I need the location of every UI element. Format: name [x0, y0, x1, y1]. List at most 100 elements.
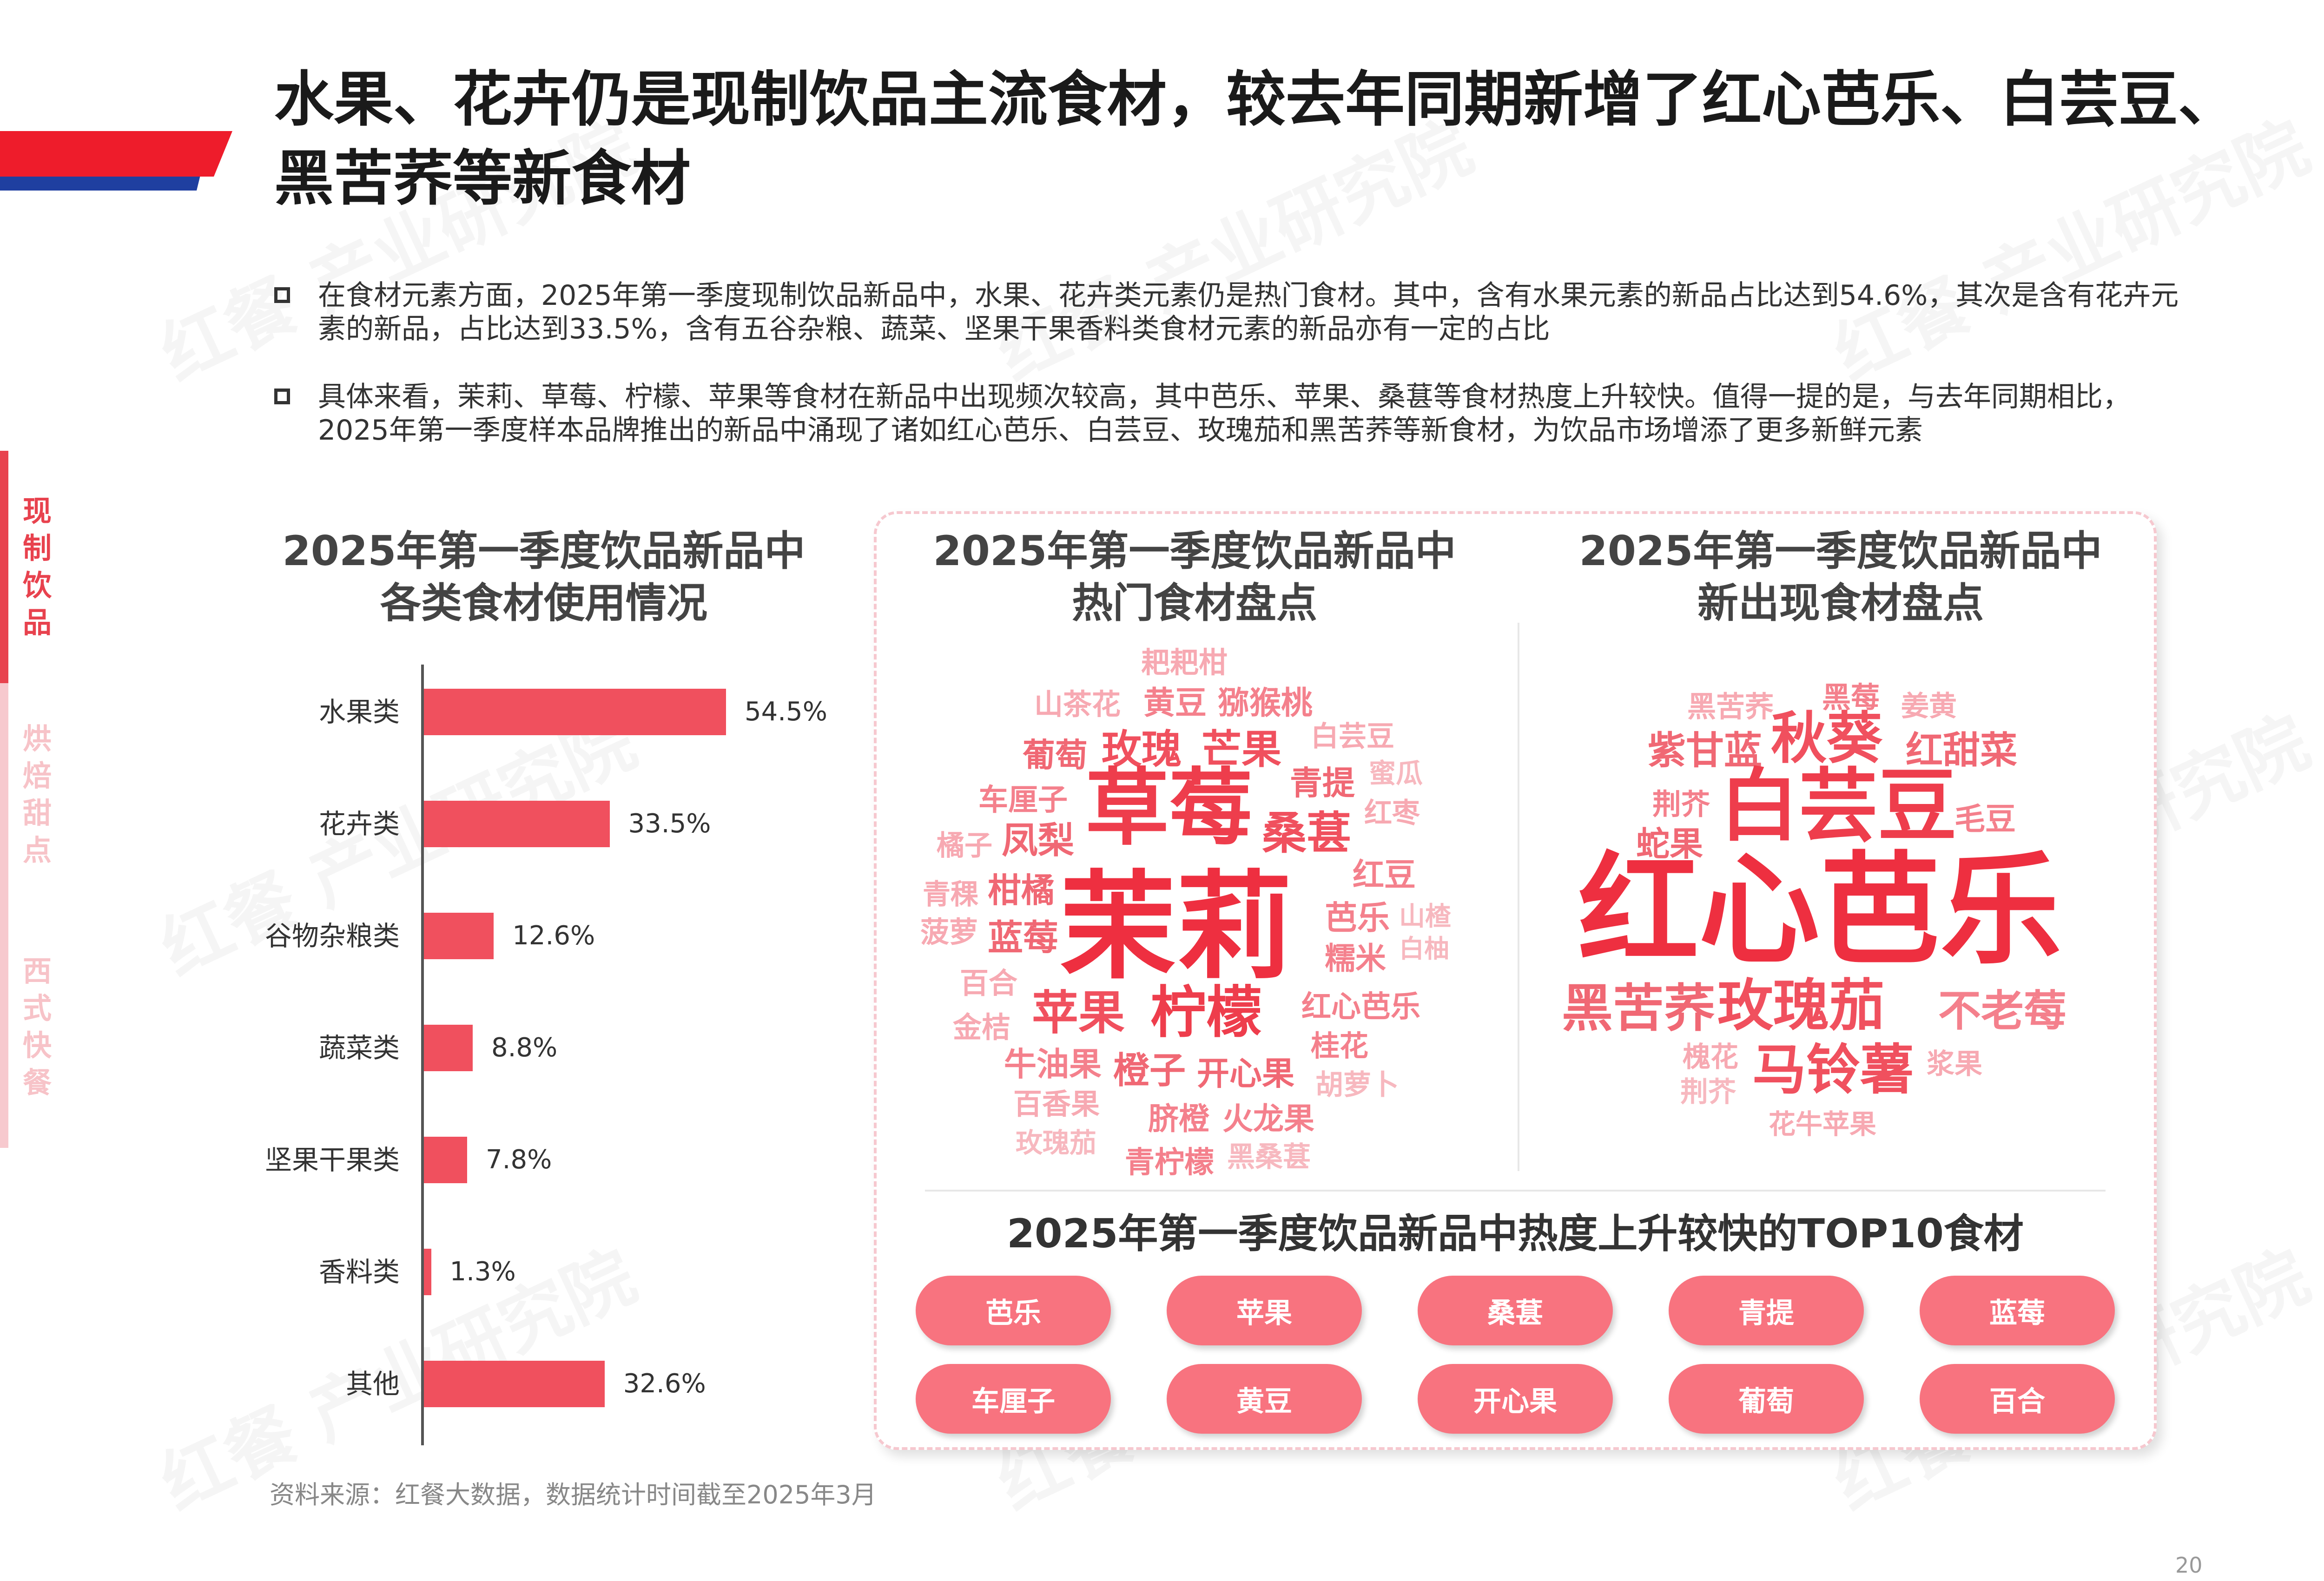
top10-pill: 百合 [1920, 1364, 2115, 1434]
cloud-word: 青柠檬 [1125, 1146, 1214, 1180]
cloud-word: 桂花 [1311, 1029, 1369, 1063]
cloud-word: 姜黄 [1901, 690, 1957, 723]
bar [424, 801, 610, 847]
bar-value-label: 8.8% [491, 1033, 558, 1063]
cloud-word: 荆芥 [1680, 1076, 1736, 1108]
nav-bar-inactive [0, 683, 8, 1148]
source-note: 资料来源：红餐大数据，数据统计时间截至2025年3月 [270, 1480, 877, 1509]
new-title-line2: 新出现食材盘点 [1697, 579, 1984, 627]
bar [424, 1137, 468, 1183]
square-bullet-icon [274, 389, 290, 404]
cloud-word: 芒果 [1202, 726, 1281, 773]
square-bullet-icon [274, 287, 290, 303]
bar-chart-title-line1: 2025年第一季度饮品新品中 [282, 527, 805, 575]
cloud-word: 蓝莓 [988, 917, 1058, 958]
cloud-word: 白柚 [1399, 934, 1449, 963]
nav-item-drinks[interactable]: 现制饮品 [22, 494, 52, 639]
top10-pill: 黄豆 [1167, 1364, 1362, 1434]
cloud-word: 百合 [960, 966, 1018, 1000]
cloud-word: 马铃薯 [1752, 1039, 1914, 1101]
cloud-word: 百香果 [1013, 1087, 1100, 1121]
cloud-word: 玫瑰茄 [1717, 974, 1885, 1038]
cloud-word: 黄豆 [1143, 685, 1207, 722]
cloud-word: 车厘子 [978, 783, 1068, 817]
cloud-word: 苹果 [1032, 986, 1125, 1040]
top10-pill: 车厘子 [916, 1364, 1111, 1434]
top10-pill: 桑葚 [1418, 1276, 1613, 1345]
cloud-word: 凤梨 [1002, 820, 1075, 862]
cloud-word: 红心芭乐 [1301, 990, 1420, 1024]
cloud-word: 胡萝卜 [1315, 1069, 1399, 1101]
cloud-word: 耙耙柑 [1141, 646, 1228, 679]
cloud-word: 蛇果 [1636, 824, 1703, 863]
cloud-word: 糯米 [1325, 941, 1386, 976]
bar [424, 1361, 605, 1407]
bar-category-label: 坚果干果类 [264, 1144, 400, 1176]
bar-category-label: 花卉类 [318, 808, 400, 840]
bar-category-label: 蔬菜类 [318, 1032, 400, 1064]
cloud-word: 红豆 [1353, 857, 1416, 894]
cloud-word: 柠檬 [1150, 981, 1262, 1045]
bar-category-label: 水果类 [318, 696, 400, 728]
card-divider-horizontal [925, 1190, 2106, 1192]
cloud-word: 蜜瓜 [1369, 758, 1423, 789]
page-title: 水果、花卉仍是现制饮品主流食材，较去年同期新增了红心芭乐、白芸豆、黑苦荞等新食材 [274, 65, 2238, 213]
bar-value-label: 7.8% [486, 1145, 552, 1175]
cloud-word: 玫瑰茄 [1016, 1127, 1097, 1159]
nav-bar-active [0, 451, 8, 683]
bar-value-label: 1.3% [449, 1257, 516, 1287]
cloud-word: 柑橘 [988, 871, 1055, 910]
cloud-word: 山楂 [1399, 902, 1451, 932]
top10-title: 2025年第一季度饮品新品中热度上升较快的TOP10食材 [1007, 1211, 2024, 1257]
cloud-word: 芭乐 [1325, 899, 1390, 937]
nav-item-fastfood[interactable]: 西式快餐 [22, 954, 52, 1100]
cloud-word: 荆芥 [1652, 787, 1710, 821]
bar-chart-title-line2: 各类食材使用情况 [380, 579, 707, 627]
cloud-word: 青稞 [923, 878, 978, 911]
top10-pill: 苹果 [1167, 1276, 1362, 1345]
page-number: 20 [2175, 1553, 2203, 1578]
cloud-word: 黑苦荞 [1562, 979, 1715, 1038]
cloud-word: 黑莓 [1822, 680, 1880, 714]
top10-pill: 葡萄 [1669, 1364, 1864, 1434]
cloud-word: 火龙果 [1222, 1101, 1314, 1137]
bullet-text: 具体来看，茉莉、草莓、柠檬、苹果等食材在新品中出现频次较高，其中芭乐、苹果、桑葚… [318, 381, 2131, 447]
cloud-word: 紫甘蓝 [1648, 729, 1763, 773]
cloud-word: 不老莓 [1938, 986, 2067, 1036]
new-ingredients-title: 2025年第一季度饮品新品中 新出现食材盘点 [1548, 525, 2133, 629]
header-band-red [0, 131, 232, 177]
bar-category-label: 其他 [345, 1368, 400, 1400]
cloud-word: 草莓 [1085, 760, 1253, 857]
cloud-word: 桑葚 [1262, 807, 1351, 859]
cloud-word: 开心果 [1197, 1054, 1294, 1093]
cloud-word: 毛豆 [1954, 801, 2016, 837]
bar [424, 1249, 431, 1295]
bullet-1: 在食材元素方面，2025年第一季度现制饮品新品中，水果、花卉类元素仍是热门食材。… [274, 279, 2180, 346]
cloud-word: 菠萝 [920, 915, 978, 949]
top10-pill: 青提 [1669, 1276, 1864, 1345]
cloud-word: 葡萄 [1023, 736, 1088, 774]
cloud-word: 花牛苹果 [1769, 1108, 1877, 1140]
cloud-word: 秋葵 [1771, 706, 1882, 771]
bar-chart-title: 2025年第一季度饮品新品中 各类食材使用情况 [260, 525, 827, 629]
bar-value-label: 54.5% [745, 697, 827, 727]
bar-value-label: 12.6% [512, 921, 595, 951]
cloud-word: 金桔 [953, 1010, 1011, 1044]
top10-pill: 芭乐 [916, 1276, 1111, 1345]
cloud-word: 黑桑葚 [1227, 1141, 1311, 1173]
cloud-word: 白芸豆 [1720, 760, 1957, 852]
bar-value-label: 33.5% [628, 809, 711, 839]
bar-category-label: 谷物杂粮类 [264, 920, 400, 952]
bar [424, 689, 726, 735]
hot-title-line2: 热门食材盘点 [1071, 579, 1317, 627]
cloud-word: 猕猴桃 [1218, 685, 1313, 722]
cloud-word: 橙子 [1113, 1050, 1186, 1092]
top10-pill: 开心果 [1418, 1364, 1613, 1434]
bullet-2: 具体来看，茉莉、草莓、柠檬、苹果等食材在新品中出现频次较高，其中芭乐、苹果、桑葚… [274, 380, 2180, 447]
bar-chart-axis [421, 665, 424, 1445]
nav-item-bakery[interactable]: 烘焙甜点 [22, 722, 52, 867]
bar [424, 1025, 473, 1071]
bar-value-label: 32.6% [623, 1369, 706, 1399]
card-divider-vertical [1518, 623, 1519, 1171]
cloud-word: 山茶花 [1034, 687, 1121, 721]
